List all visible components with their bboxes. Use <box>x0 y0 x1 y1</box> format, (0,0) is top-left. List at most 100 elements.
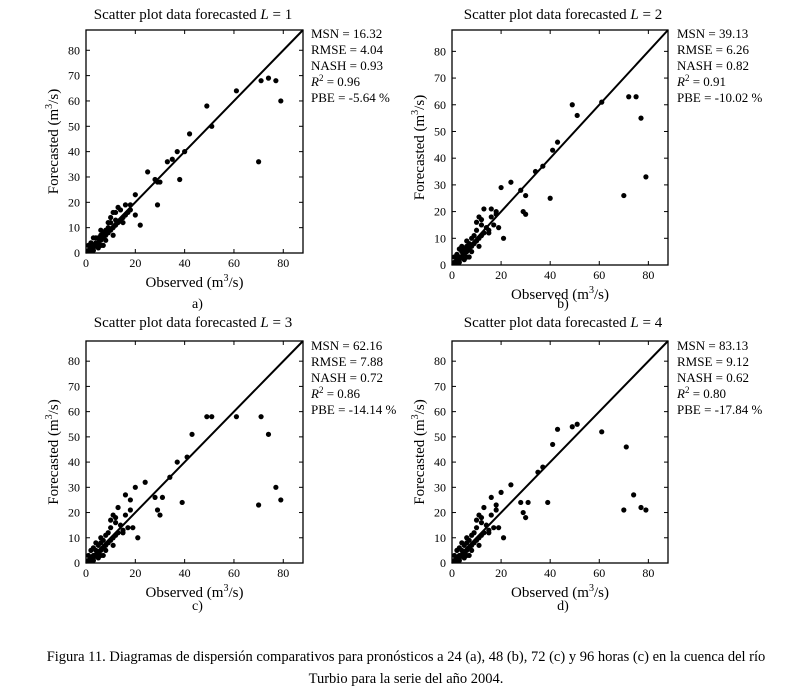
chart-title: Scatter plot data forecasted L = 2 <box>464 7 662 23</box>
data-point <box>154 507 161 513</box>
data-point <box>154 202 161 208</box>
data-point <box>518 499 524 506</box>
y-tick-label: 60 <box>68 405 80 419</box>
chart-title-text: Scatter plot data forecasted <box>94 315 261 331</box>
data-point <box>112 520 119 526</box>
data-point <box>100 242 106 248</box>
data-point <box>633 94 639 100</box>
data-point <box>265 75 272 81</box>
x-tick-label: 20 <box>495 566 507 580</box>
stat-line: R2 = 0.91 <box>676 73 726 89</box>
data-point <box>142 479 148 485</box>
y-axis-label-unit: /s) <box>412 95 428 110</box>
x-axis-label: Observed (m3/s) <box>146 273 244 291</box>
data-point <box>110 542 116 548</box>
data-point <box>120 530 126 536</box>
y-axis-label-text: Forecasted (m <box>46 108 62 194</box>
data-point <box>545 499 551 506</box>
data-point <box>523 514 529 521</box>
y-tick-label: 80 <box>68 354 80 368</box>
stat-line: NASH = 0.62 <box>677 370 749 385</box>
chart-title-variable: L <box>259 7 268 23</box>
y-tick-label: 50 <box>434 430 446 444</box>
data-point <box>454 251 460 257</box>
data-point <box>491 525 497 531</box>
data-point <box>535 469 541 475</box>
data-point <box>105 530 111 536</box>
data-point <box>132 484 138 490</box>
stat-line: NASH = 0.93 <box>311 58 383 73</box>
data-point <box>621 192 627 199</box>
data-point <box>258 78 264 84</box>
data-point <box>159 494 166 501</box>
data-point <box>132 212 138 218</box>
data-point <box>483 522 489 528</box>
data-point <box>90 235 96 241</box>
y-tick-label: 60 <box>68 94 80 108</box>
stat-line: MSN = 39.13 <box>677 26 748 41</box>
chart-title-variable: L <box>629 315 638 331</box>
chart-title-value: = 2 <box>639 7 662 23</box>
caption-line-1: Figura 11. Diagramas de dispersión compa… <box>46 649 766 665</box>
chart-title-variable: L <box>259 315 268 331</box>
y-axis-label: Forecasted (m3/s) <box>410 399 428 504</box>
data-point <box>105 219 111 226</box>
x-tick-label: 60 <box>228 256 240 270</box>
data-point <box>157 179 163 185</box>
x-axis-label-unit: /s) <box>594 585 609 601</box>
data-point <box>98 227 104 233</box>
data-point <box>481 230 487 236</box>
stat-line: R2 = 0.86 <box>310 385 361 401</box>
data-point <box>233 414 240 420</box>
y-tick-label: 60 <box>434 405 446 419</box>
x-axis-label-text: Observed (m <box>511 287 589 303</box>
data-point <box>456 545 462 551</box>
data-point <box>623 444 629 450</box>
data-point <box>471 530 477 536</box>
x-axis-label-text: Observed (m <box>511 585 589 601</box>
data-point <box>518 187 524 193</box>
data-point <box>532 168 539 175</box>
data-point <box>103 237 109 243</box>
stat-value: = 0.86 <box>323 386 360 401</box>
data-point <box>569 102 575 108</box>
data-point <box>599 429 605 435</box>
x-tick-label: 40 <box>544 566 556 580</box>
y-axis-label-text: Forecasted (m <box>412 419 428 505</box>
x-tick-label: 0 <box>449 566 455 580</box>
data-point <box>493 502 499 508</box>
stat-exponent: 2 <box>319 73 324 83</box>
data-point <box>256 159 262 165</box>
stat-exponent: 2 <box>685 385 690 395</box>
y-tick-label: 40 <box>68 455 80 469</box>
data-point <box>540 464 546 470</box>
data-point <box>174 149 180 155</box>
panel-label: d) <box>557 599 569 614</box>
data-point <box>182 149 188 155</box>
x-axis-label-text: Observed (m <box>146 585 224 601</box>
y-tick-label: 30 <box>68 170 80 184</box>
data-point <box>117 207 124 213</box>
figure-caption: Figura 11. Diagramas de dispersión compa… <box>0 646 812 690</box>
y-axis-label-exponent: 3 <box>410 414 421 419</box>
data-point <box>204 103 210 109</box>
data-point <box>476 243 482 249</box>
x-tick-label: 60 <box>593 268 605 282</box>
data-point <box>500 235 507 241</box>
y-tick-label: 70 <box>434 379 446 393</box>
data-point <box>115 530 121 536</box>
y-tick-label: 0 <box>74 246 80 260</box>
y-tick-label: 0 <box>440 556 446 570</box>
stat-line: R2 = 0.96 <box>310 73 361 89</box>
data-point <box>258 414 264 420</box>
y-axis-label-unit: /s) <box>412 399 428 414</box>
data-point <box>179 499 185 506</box>
data-point <box>456 246 462 252</box>
x-axis-label: Observed (m3/s) <box>511 583 609 601</box>
x-tick-label: 40 <box>544 268 556 282</box>
y-tick-label: 20 <box>434 506 446 520</box>
stat-line: MSN = 83.13 <box>677 338 748 353</box>
y-axis-label-exponent: 3 <box>44 414 55 419</box>
data-point <box>574 112 580 119</box>
y-axis-label-unit: /s) <box>46 399 62 414</box>
